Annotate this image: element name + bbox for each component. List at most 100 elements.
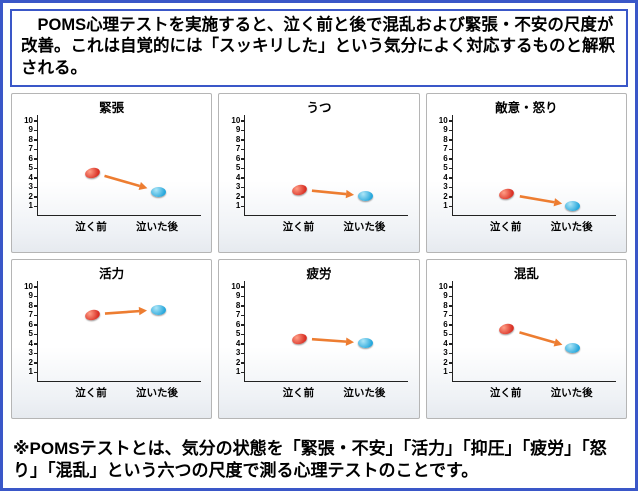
plot-frame [244, 115, 409, 217]
y-tick-label: 4 [443, 172, 448, 182]
y-tick-mark [448, 352, 453, 355]
y-tick-label: 4 [235, 338, 241, 348]
y-tick-mark [34, 167, 38, 170]
after-dot [357, 191, 373, 202]
y-tick-mark [34, 286, 38, 288]
y-tick-label: 10 [231, 115, 241, 125]
y-tick-label: 4 [28, 172, 33, 182]
y-tick-label: 1 [28, 201, 33, 211]
y-tick-mark [34, 343, 38, 345]
y-tick-mark [241, 314, 245, 317]
y-tick-mark [241, 305, 245, 307]
plot-area: 1 2 3 4 5 6 7 8 9 10 泣く前 泣いた後 [15, 281, 208, 417]
y-tick-label: 1 [235, 367, 241, 377]
y-tick-mark [448, 186, 453, 189]
footer-text: ※POMSテストとは、気分の状態を「緊張・不安」「活力」「抑圧」「疲労」「怒り」… [13, 438, 607, 480]
y-tick-mark [241, 177, 245, 179]
y-tick-mark [34, 129, 38, 132]
plot-frame [37, 281, 201, 383]
y-tick-label: 9 [235, 125, 241, 135]
y-tick-label: 10 [438, 115, 448, 125]
y-tick-label: 8 [28, 134, 33, 144]
y-tick-label: 7 [443, 144, 448, 154]
y-tick-label: 1 [235, 201, 241, 211]
y-tick-mark [241, 343, 245, 345]
y-tick-mark [241, 186, 245, 189]
after-dot [565, 200, 581, 211]
y-tick-label: 4 [443, 338, 448, 348]
y-tick-label: 2 [28, 191, 33, 201]
plot-area: 1 2 3 4 5 6 7 8 9 10 泣く前 泣いた後 [430, 115, 623, 251]
y-tick-mark [34, 295, 38, 298]
header-note-box: POMS心理テストを実施すると、泣く前と後で混乱および緊張・不安の尺度が改善。こ… [10, 9, 628, 88]
chart-title: 混乱 [513, 267, 539, 282]
y-tick-label: 7 [235, 310, 241, 320]
y-tick-label: 6 [28, 319, 33, 329]
x-label-before: 泣く前 [75, 387, 107, 400]
x-label-after: 泣いた後 [550, 221, 593, 234]
y-tick-label: 1 [28, 367, 33, 377]
x-label-after: 泣いた後 [343, 221, 386, 234]
y-tick-mark [241, 205, 245, 208]
chart-title: 疲労 [306, 267, 332, 282]
y-tick-mark [241, 129, 245, 132]
y-tick-mark [448, 158, 453, 160]
y-tick-label: 6 [235, 319, 241, 329]
y-tick-label: 4 [28, 338, 33, 348]
y-tick-label: 10 [24, 115, 33, 125]
plot-frame [244, 281, 409, 383]
footer-note: ※POMSテストとは、気分の状態を「緊張・不安」「活力」「抑圧」「疲労」「怒り」… [13, 438, 625, 482]
y-tick-label: 5 [28, 163, 33, 173]
y-tick-label: 8 [28, 300, 33, 310]
y-tick-mark [241, 324, 245, 326]
y-tick-label: 5 [28, 329, 33, 339]
y-tick-mark [34, 362, 38, 364]
plot-area: 1 2 3 4 5 6 7 8 9 10 泣く前 泣いた後 [222, 281, 415, 417]
y-tick-mark [241, 371, 245, 374]
x-label-before: 泣く前 [489, 221, 522, 234]
y-tick-mark [34, 186, 38, 189]
y-tick-label: 3 [28, 348, 33, 358]
chart-panel-6: 混乱 1 2 3 4 5 6 7 8 9 10 泣く前 泣いた後 [425, 259, 627, 420]
y-tick-label: 7 [443, 310, 448, 320]
trend-arrow [312, 337, 355, 347]
y-tick-label: 2 [443, 357, 448, 367]
y-tick-mark [448, 205, 453, 208]
charts-grid: 緊張 1 2 3 4 5 6 7 8 9 10 泣く前 泣いた後 うつ 1 2 3 4 5 6 7 8 9 10 泣く前 泣いた後… [11, 93, 627, 420]
y-tick-label: 9 [443, 125, 448, 135]
y-tick-mark [448, 177, 453, 179]
after-dot [150, 186, 166, 197]
after-dot [565, 343, 581, 354]
y-tick-mark [34, 305, 38, 307]
y-tick-mark [448, 139, 453, 141]
trend-arrow [518, 331, 563, 347]
y-tick-mark [241, 158, 245, 160]
y-tick-label: 1 [443, 367, 448, 377]
y-tick-label: 2 [443, 191, 448, 201]
y-tick-mark [241, 148, 245, 151]
y-tick-mark [241, 295, 245, 298]
chart-panel-3: 敵意・怒り 1 2 3 4 5 6 7 8 9 10 泣く前 泣いた後 [425, 93, 627, 254]
x-label-after: 泣いた後 [136, 387, 178, 400]
y-tick-label: 10 [231, 281, 241, 291]
y-tick-mark [241, 167, 245, 170]
trend-arrow [104, 307, 148, 316]
trend-arrow [104, 174, 148, 191]
y-tick-mark [241, 196, 245, 198]
y-tick-label: 8 [235, 300, 241, 310]
y-tick-label: 3 [28, 182, 33, 192]
chart-panel-2: うつ 1 2 3 4 5 6 7 8 9 10 泣く前 泣いた後 [218, 93, 420, 254]
y-tick-label: 3 [443, 348, 448, 358]
y-tick-label: 9 [443, 291, 448, 301]
y-tick-mark [34, 139, 38, 141]
y-tick-mark [241, 286, 245, 288]
y-tick-label: 9 [28, 291, 33, 301]
y-tick-mark [34, 333, 38, 336]
y-tick-label: 6 [28, 153, 33, 163]
y-tick-label: 3 [235, 348, 241, 358]
y-tick-label: 7 [235, 144, 241, 154]
after-dot [150, 305, 166, 316]
chart-title: 活力 [99, 267, 125, 282]
y-tick-mark [448, 120, 453, 122]
y-tick-mark [34, 324, 38, 326]
